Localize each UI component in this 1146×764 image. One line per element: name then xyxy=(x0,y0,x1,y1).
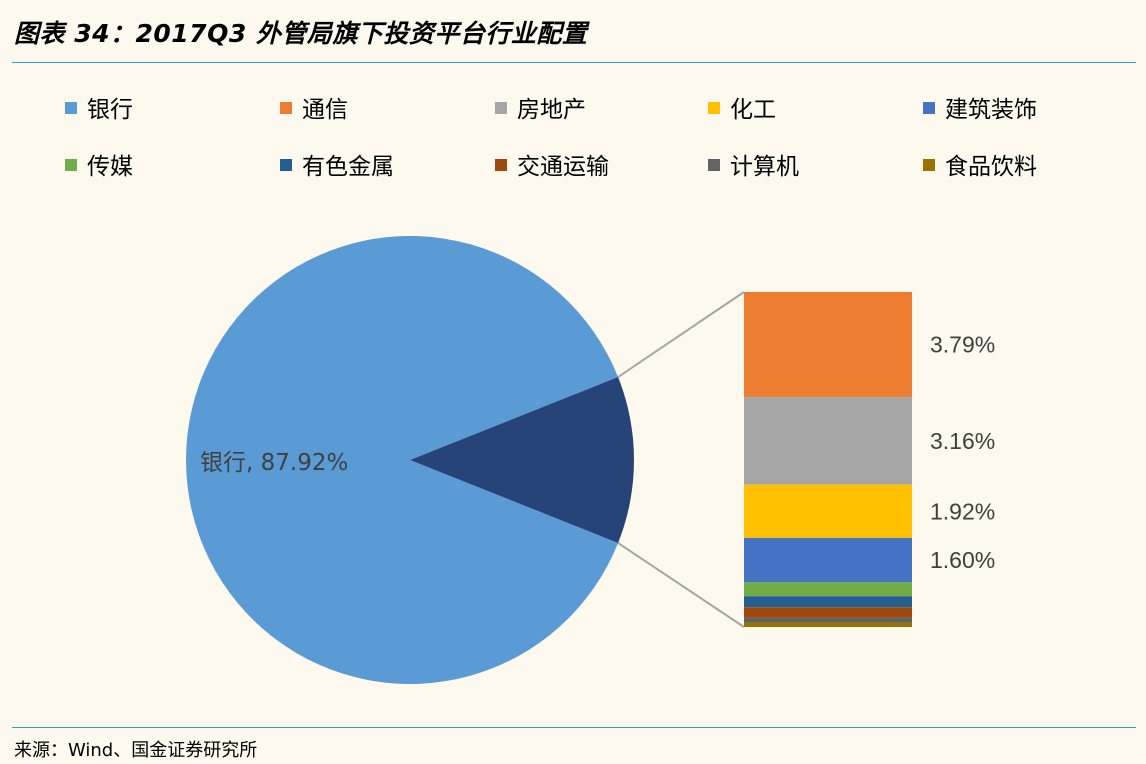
bar-segment-series-4 xyxy=(744,537,912,583)
legend-label-series-2: 房地产 xyxy=(517,97,586,123)
legend-swatch-series-2 xyxy=(495,102,507,114)
legend-label-series-8: 计算机 xyxy=(730,154,799,180)
bar-segment-series-9 xyxy=(744,622,912,627)
legend-label-series-7: 交通运输 xyxy=(517,154,609,180)
footer-divider xyxy=(12,727,1136,728)
bar-segment-series-1 xyxy=(744,292,912,398)
legend-label-series-1: 通信 xyxy=(302,97,348,123)
bar-segment-series-3 xyxy=(744,484,912,538)
bar-label-series-1: 3.79% xyxy=(930,332,995,358)
connector-lines xyxy=(617,291,745,628)
legend-swatch-series-0 xyxy=(65,102,77,114)
bar-segment-series-6 xyxy=(744,596,912,608)
legend-swatch-series-7 xyxy=(495,159,507,171)
bar-label-series-4: 1.60% xyxy=(930,547,995,573)
legend-swatch-series-8 xyxy=(708,159,720,171)
pie-label-series-0: 银行, 87.92% xyxy=(200,450,348,476)
legend-swatch-series-4 xyxy=(923,102,935,114)
source-note: 来源：Wind、国金证券研究所 xyxy=(14,740,258,761)
legend-label-series-6: 有色金属 xyxy=(302,154,394,180)
legend-label-series-0: 银行 xyxy=(87,97,133,123)
chart-title: 图表 34：2017Q3 外管局旗下投资平台行业配置 xyxy=(14,19,588,48)
bar-label-series-3: 1.92% xyxy=(930,498,995,524)
bar-segment-series-8 xyxy=(744,617,912,623)
bar-segment-series-7 xyxy=(744,607,912,618)
legend-label-series-4: 建筑装饰 xyxy=(945,97,1037,123)
pie-slice-series-0 xyxy=(186,235,619,684)
legend-swatch-series-9 xyxy=(923,159,935,171)
legend-swatch-series-6 xyxy=(280,159,292,171)
bar-segment-series-5 xyxy=(744,582,912,597)
legend-label-series-9: 食品饮料 xyxy=(945,154,1037,180)
bar-label-series-2: 3.16% xyxy=(930,428,995,454)
bar-segment-series-2 xyxy=(744,397,912,485)
secondary-bar xyxy=(744,292,912,627)
legend-label-series-5: 传媒 xyxy=(87,154,133,180)
pie xyxy=(186,235,635,684)
legend-swatch-series-5 xyxy=(65,159,77,171)
legend-label-series-3: 化工 xyxy=(730,97,776,123)
connector-top xyxy=(617,291,745,378)
data-labels: 银行, 87.92% 3.79% 3.16% 1.92% 1.60% xyxy=(200,332,995,574)
legend-swatch-series-1 xyxy=(280,102,292,114)
connector-bottom xyxy=(617,542,745,628)
pie-slice-other xyxy=(410,377,635,543)
title-divider xyxy=(12,62,1136,63)
legend-swatch-series-3 xyxy=(708,102,720,114)
